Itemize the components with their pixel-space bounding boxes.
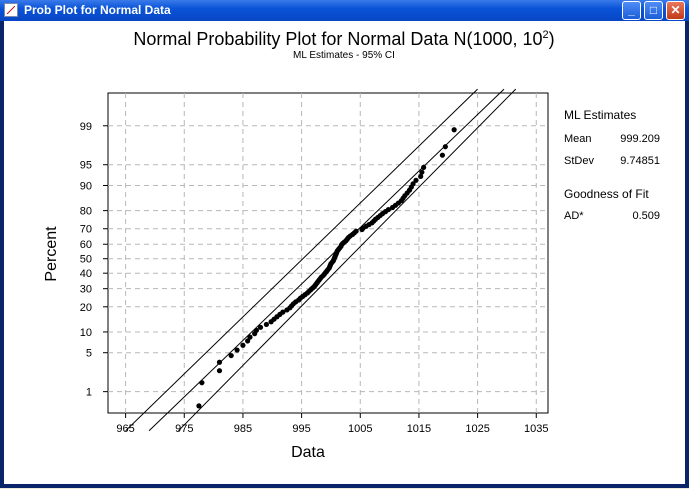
minimize-icon: _ [628,3,635,17]
legend-stdev-value: 9.74851 [620,155,660,167]
data-point [247,334,253,340]
ci-lower-line [178,88,517,432]
close-icon: ✕ [670,3,681,17]
title-bar[interactable]: Prob Plot for Normal Data _ □ ✕ [0,0,689,21]
chart-app-icon[interactable] [4,3,18,17]
minimize-button[interactable]: _ [622,1,641,20]
data-point [240,342,246,348]
data-point [216,359,223,365]
legend: ML Estimates Mean 999.209 StDev 9.74851 … [564,108,660,222]
data-point [421,164,427,170]
window-title: Prob Plot for Normal Data [24,3,171,17]
x-axis-label: Data [291,444,325,461]
y-tick-label: 50 [80,254,92,266]
legend-ad-label: AD* [564,210,584,222]
close-button[interactable]: ✕ [666,1,685,20]
y-tick-label: 30 [80,284,92,296]
data-point [234,347,240,353]
data-point [413,177,419,183]
maximize-icon: □ [649,3,658,17]
x-tick-label: 1035 [524,423,548,435]
y-tick-label: 90 [80,180,92,192]
plot-frame [107,92,549,414]
data-point [418,173,424,180]
y-axis-ticks: 1 5 10 20 30 40 50 60 70 80 90 95 99 [80,121,108,399]
legend-heading: ML Estimates [564,108,636,122]
chart-subtitle: ML Estimates - 95% CI [293,50,395,61]
legend-ad-value: 0.509 [632,210,660,222]
data-point [439,152,445,158]
data-point [410,181,416,187]
data-point [419,169,425,175]
x-tick-label: 1015 [407,423,431,435]
data-point [199,380,205,386]
y-tick-label: 70 [80,224,92,236]
x-tick-label: 985 [234,423,252,435]
gridlines [108,93,548,413]
x-tick-label: 995 [292,423,310,435]
data-point [253,327,260,333]
ci-upper-line [125,88,478,432]
y-tick-label: 1 [86,387,92,399]
chart-title: Normal Probability Plot for Normal Data … [133,29,554,49]
legend-gof-heading: Goodness of Fit [564,187,649,201]
fit-line [148,88,505,432]
y-tick-label: 20 [80,302,92,314]
data-point [385,206,392,213]
data-point [245,338,251,344]
x-tick-label: 975 [175,423,193,435]
data-point [196,403,202,409]
chart-area: Normal Probability Plot for Normal Data … [4,21,685,484]
x-axis-ticks: 965 975 985 995 1005 1015 1025 1035 [116,413,549,435]
data-point [280,309,286,315]
y-tick-label: 95 [80,160,92,172]
legend-mean-value: 999.209 [620,133,660,145]
legend-stdev-label: StDev [564,155,594,167]
x-tick-label: 1025 [465,423,489,435]
data-point [257,324,264,330]
data-point [442,144,448,150]
y-tick-label: 40 [80,268,92,280]
data-point [263,321,269,328]
maximize-button[interactable]: □ [644,1,663,20]
y-tick-label: 5 [86,348,92,360]
data-point [216,368,223,374]
data-point [353,228,359,234]
y-tick-label: 10 [80,327,92,339]
data-point [228,352,234,359]
x-tick-label: 1005 [348,423,372,435]
y-tick-label: 80 [80,206,92,218]
y-tick-label: 99 [80,121,92,133]
probability-plot: Normal Probability Plot for Normal Data … [43,29,660,461]
y-axis-label: Percent [43,226,60,282]
legend-mean-label: Mean [564,133,592,145]
data-points [196,127,457,409]
y-tick-label: 60 [80,239,92,251]
data-point [451,127,457,133]
